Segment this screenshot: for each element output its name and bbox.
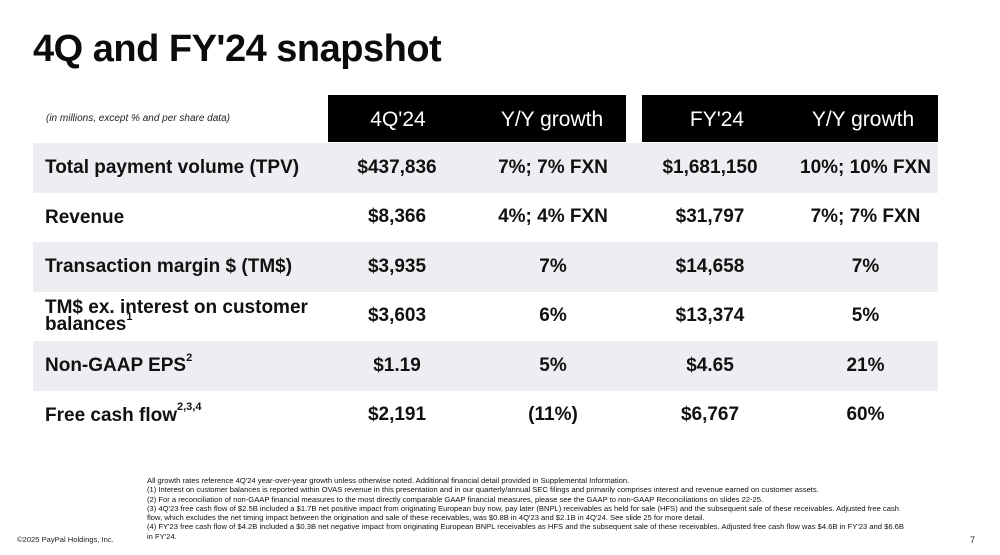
row-label: Revenue — [45, 193, 335, 243]
table-row-free-cash-flow: Free cash flow2,3,4 $2,191 (11%) $6,767 … — [33, 391, 938, 441]
units-note: (in millions, except % and per share dat… — [46, 113, 230, 124]
cell-fy-growth: 5% — [851, 305, 880, 327]
row-label: TM$ ex. interest on customer balances1 — [45, 292, 335, 342]
cell-4q-growth: 6% — [539, 305, 567, 327]
cell-4q24: $3,935 — [367, 255, 427, 277]
cell-fy-growth: 60% — [846, 404, 885, 426]
cell-4q-growth: 7%; 7% FXN — [498, 156, 608, 178]
row-label-text: Transaction margin $ (TM$) — [45, 256, 293, 278]
header-fy-yy-growth: Y/Y growth — [811, 108, 915, 131]
table-row-revenue: Revenue $8,366 4%; 4% FXN $31,797 7%; 7%… — [33, 193, 938, 243]
metrics-table: Total payment volume (TPV) $437,836 7%; … — [33, 143, 938, 440]
header-4q-yy-growth: Y/Y growth — [500, 108, 604, 131]
row-label-text: TM$ ex. interest on customer balances1 — [45, 297, 335, 336]
row-label-main: TM$ ex. interest on customer balances — [45, 297, 308, 336]
footnote-4: (4) FY'23 free cash flow of $4.2B includ… — [147, 522, 904, 541]
header-fy24: FY'24 — [689, 108, 745, 131]
footnote-ref: 1 — [126, 310, 133, 323]
row-label-main: Free cash flow — [45, 404, 177, 426]
cell-4q-growth: 7% — [539, 255, 567, 277]
footnote-3: (3) 4Q'23 free cash flow of $2.5B includ… — [147, 503, 899, 523]
row-label: Non-GAAP EPS2 — [45, 341, 335, 391]
table-row-non-gaap-eps: Non-GAAP EPS2 $1.19 5% $4.65 21% — [33, 341, 938, 391]
copyright: ©2025 PayPal Holdings, Inc. — [17, 535, 114, 544]
row-label-main: Non-GAAP EPS — [45, 355, 187, 377]
footnote-1: (1) Interest on customer balances is rep… — [147, 485, 819, 495]
slide-title: 4Q and FY'24 snapshot — [33, 28, 442, 70]
cell-fy24: $31,797 — [675, 206, 745, 228]
cell-4q24: $2,191 — [367, 404, 427, 426]
cell-fy24: $1,681,150 — [662, 156, 758, 178]
footnote-ref: 2,3,4 — [177, 401, 202, 414]
cell-4q-growth: 5% — [539, 354, 567, 376]
header-4q24: 4Q'24 — [370, 108, 426, 131]
cell-fy-growth: 21% — [846, 354, 885, 376]
footnote-general: All growth rates reference 4Q'24 year-ov… — [147, 476, 630, 485]
page-number: 7 — [970, 535, 976, 545]
cell-4q24: $1.19 — [373, 354, 421, 376]
row-label: Total payment volume (TPV) — [45, 143, 335, 193]
header-fy-block: FY'24 Y/Y growth — [642, 95, 938, 142]
footnote-2: (2) For a reconciliation of non-GAAP fin… — [147, 494, 764, 504]
cell-fy24: $13,374 — [675, 305, 745, 327]
table-row-transaction-margin: Transaction margin $ (TM$) $3,935 7% $14… — [33, 242, 938, 292]
row-label: Free cash flow2,3,4 — [45, 391, 335, 441]
cell-fy24: $14,658 — [675, 255, 745, 277]
row-label: Transaction margin $ (TM$) — [45, 242, 335, 292]
cell-4q24: $8,366 — [367, 206, 427, 228]
table-row-tpv: Total payment volume (TPV) $437,836 7%; … — [33, 143, 938, 193]
cell-4q24: $437,836 — [357, 156, 437, 178]
cell-fy-growth: 10%; 10% FXN — [800, 156, 931, 178]
row-label-text: Total payment volume (TPV) — [45, 157, 300, 179]
cell-fy-growth: 7% — [851, 255, 880, 277]
footnotes: All growth rates reference 4Q'24 year-ov… — [147, 476, 907, 541]
row-label-text: Free cash flow2,3,4 — [45, 402, 201, 426]
footnote-ref: 2 — [186, 351, 193, 364]
cell-fy24: $4.65 — [686, 354, 734, 376]
cell-4q24: $3,603 — [367, 305, 427, 327]
header-4q-block: 4Q'24 Y/Y growth — [328, 95, 626, 142]
row-label-text: Non-GAAP EPS2 — [45, 352, 192, 377]
cell-fy-growth: 7%; 7% FXN — [810, 206, 921, 228]
cell-4q-growth: (11%) — [528, 404, 578, 426]
cell-fy24: $6,767 — [680, 404, 740, 426]
table-row-tm-ex-interest: TM$ ex. interest on customer balances1 $… — [33, 292, 938, 342]
row-label-text: Revenue — [45, 206, 125, 228]
cell-4q-growth: 4%; 4% FXN — [498, 206, 608, 228]
